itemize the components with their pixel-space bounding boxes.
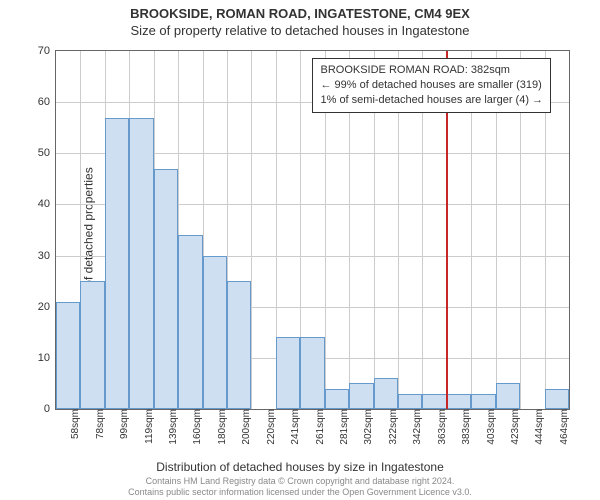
x-tick-label: 241sqm: [288, 409, 301, 445]
x-tick-label: 423sqm: [508, 409, 521, 445]
x-tick-label: 99sqm: [117, 409, 130, 439]
x-tick-label: 58sqm: [68, 409, 81, 439]
x-tick-label: 78sqm: [93, 409, 106, 439]
x-tick-label: 383sqm: [459, 409, 472, 445]
y-tick-label: 60: [38, 96, 56, 108]
y-tick-label: 20: [38, 301, 56, 313]
x-tick-label: 281sqm: [337, 409, 350, 445]
histogram-bar: [325, 389, 349, 409]
histogram-bar: [349, 383, 373, 409]
histogram-bar: [178, 235, 202, 409]
x-tick-label: 322sqm: [386, 409, 399, 445]
histogram-bar: [105, 118, 129, 410]
histogram-bar: [447, 394, 471, 409]
annotation-line: ← 99% of detached houses are smaller (31…: [320, 78, 543, 93]
chart-subtitle: Size of property relative to detached ho…: [0, 21, 600, 42]
x-axis-label: Distribution of detached houses by size …: [0, 460, 600, 474]
annotation-line: 1% of semi-detached houses are larger (4…: [320, 93, 543, 108]
y-tick-label: 10: [38, 352, 56, 364]
x-tick-label: 220sqm: [264, 409, 277, 445]
footer-line: Contains public sector information licen…: [0, 487, 600, 498]
histogram-bar: [496, 383, 520, 409]
x-tick-label: 363sqm: [435, 409, 448, 445]
chart-container: BROOKSIDE, ROMAN ROAD, INGATESTONE, CM4 …: [0, 0, 600, 500]
histogram-bar: [276, 337, 300, 409]
footer-attribution: Contains HM Land Registry data © Crown c…: [0, 476, 600, 499]
gridline-v: [251, 51, 252, 409]
y-tick-label: 30: [38, 250, 56, 262]
x-tick-label: 302sqm: [361, 409, 374, 445]
histogram-bar: [374, 378, 398, 409]
x-tick-label: 464sqm: [557, 409, 570, 445]
plot-area: 01020304050607058sqm78sqm99sqm119sqm139s…: [55, 50, 570, 410]
histogram-bar: [422, 394, 446, 409]
y-tick-label: 40: [38, 198, 56, 210]
annotation-box: BROOKSIDE ROMAN ROAD: 382sqm← 99% of det…: [312, 58, 551, 113]
x-tick-label: 160sqm: [190, 409, 203, 445]
chart-title: BROOKSIDE, ROMAN ROAD, INGATESTONE, CM4 …: [0, 0, 600, 21]
x-tick-label: 200sqm: [239, 409, 252, 445]
x-tick-label: 261sqm: [313, 409, 326, 445]
y-tick-label: 0: [44, 403, 56, 415]
footer-line: Contains HM Land Registry data © Crown c…: [0, 476, 600, 487]
x-tick-label: 119sqm: [142, 409, 155, 444]
x-tick-label: 444sqm: [532, 409, 545, 445]
y-tick-label: 70: [38, 45, 56, 57]
x-tick-label: 403sqm: [484, 409, 497, 445]
x-tick-label: 180sqm: [215, 409, 228, 445]
histogram-bar: [471, 394, 495, 409]
histogram-bar: [80, 281, 104, 409]
histogram-bar: [129, 118, 153, 410]
histogram-bar: [203, 256, 227, 409]
histogram-bar: [227, 281, 251, 409]
y-tick-label: 50: [38, 147, 56, 159]
histogram-bar: [154, 169, 178, 409]
x-tick-label: 342sqm: [410, 409, 423, 445]
histogram-bar: [398, 394, 422, 409]
x-tick-label: 139sqm: [166, 409, 179, 445]
histogram-bar: [545, 389, 569, 409]
histogram-bar: [300, 337, 324, 409]
histogram-bar: [56, 302, 80, 409]
annotation-line: BROOKSIDE ROMAN ROAD: 382sqm: [320, 63, 543, 78]
